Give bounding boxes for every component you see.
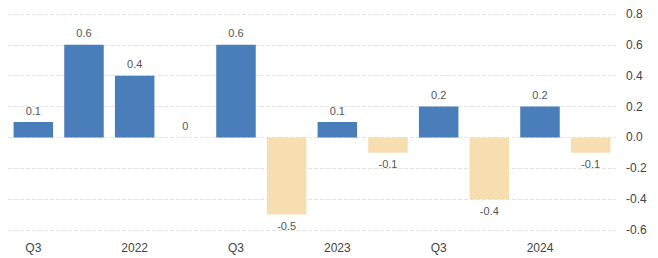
svg-text:0: 0	[182, 120, 188, 132]
svg-text:0.6: 0.6	[626, 38, 643, 52]
svg-text:-0.4: -0.4	[480, 205, 499, 217]
svg-text:Q3: Q3	[228, 241, 244, 255]
svg-text:2022: 2022	[121, 241, 148, 255]
svg-text:0.6: 0.6	[76, 27, 91, 39]
svg-text:0.2: 0.2	[431, 89, 446, 101]
svg-text:0.6: 0.6	[228, 27, 243, 39]
svg-text:-0.1: -0.1	[581, 158, 600, 170]
svg-text:Q3: Q3	[431, 241, 447, 255]
svg-text:0.0: 0.0	[626, 130, 643, 144]
svg-text:0.4: 0.4	[127, 58, 142, 70]
svg-text:0.1: 0.1	[26, 105, 41, 117]
svg-text:0.2: 0.2	[532, 89, 547, 101]
svg-text:Q3: Q3	[25, 241, 41, 255]
svg-text:-0.2: -0.2	[626, 161, 647, 175]
svg-text:2023: 2023	[324, 241, 351, 255]
svg-text:0.1: 0.1	[330, 105, 345, 117]
svg-text:0.2: 0.2	[626, 100, 643, 114]
svg-text:2024: 2024	[527, 241, 554, 255]
svg-text:-0.1: -0.1	[379, 158, 398, 170]
svg-text:0.8: 0.8	[626, 7, 643, 21]
svg-text:-0.6: -0.6	[626, 223, 647, 237]
svg-text:-0.4: -0.4	[626, 192, 647, 206]
svg-text:-0.5: -0.5	[277, 220, 296, 232]
svg-text:0.4: 0.4	[626, 69, 643, 83]
